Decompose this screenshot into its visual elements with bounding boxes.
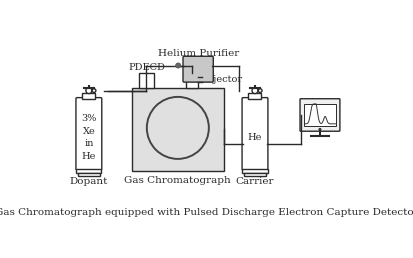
Text: Dopant: Dopant [69,177,108,186]
Bar [243,173,266,175]
Text: 3%
Xe
in
He: 3% Xe in He [81,114,96,160]
Circle shape [258,89,261,92]
Text: Gas Chromatograph: Gas Chromatograph [124,176,230,185]
FancyBboxPatch shape [183,56,213,82]
Circle shape [318,128,320,131]
Bar [82,93,95,99]
Bar [242,169,267,173]
Text: Carrier: Carrier [235,177,273,186]
FancyBboxPatch shape [76,98,102,170]
Circle shape [252,88,257,94]
Text: Gas Chromatograph equipped with Pulsed Discharge Electron Capture Detector: Gas Chromatograph equipped with Pulsed D… [0,208,413,217]
Circle shape [86,88,92,94]
Circle shape [92,89,96,92]
FancyBboxPatch shape [299,99,339,131]
Bar [131,88,223,171]
Text: Injector: Injector [203,75,242,84]
Bar [186,73,198,88]
Bar [76,169,101,173]
Text: PDECD: PDECD [128,62,164,71]
Bar [248,93,261,99]
Bar [303,104,335,126]
Text: Helium Purifier: Helium Purifier [157,49,238,58]
Circle shape [175,63,180,68]
FancyBboxPatch shape [242,98,267,170]
Bar [139,73,154,88]
Text: He: He [247,133,261,142]
Bar [78,173,100,175]
